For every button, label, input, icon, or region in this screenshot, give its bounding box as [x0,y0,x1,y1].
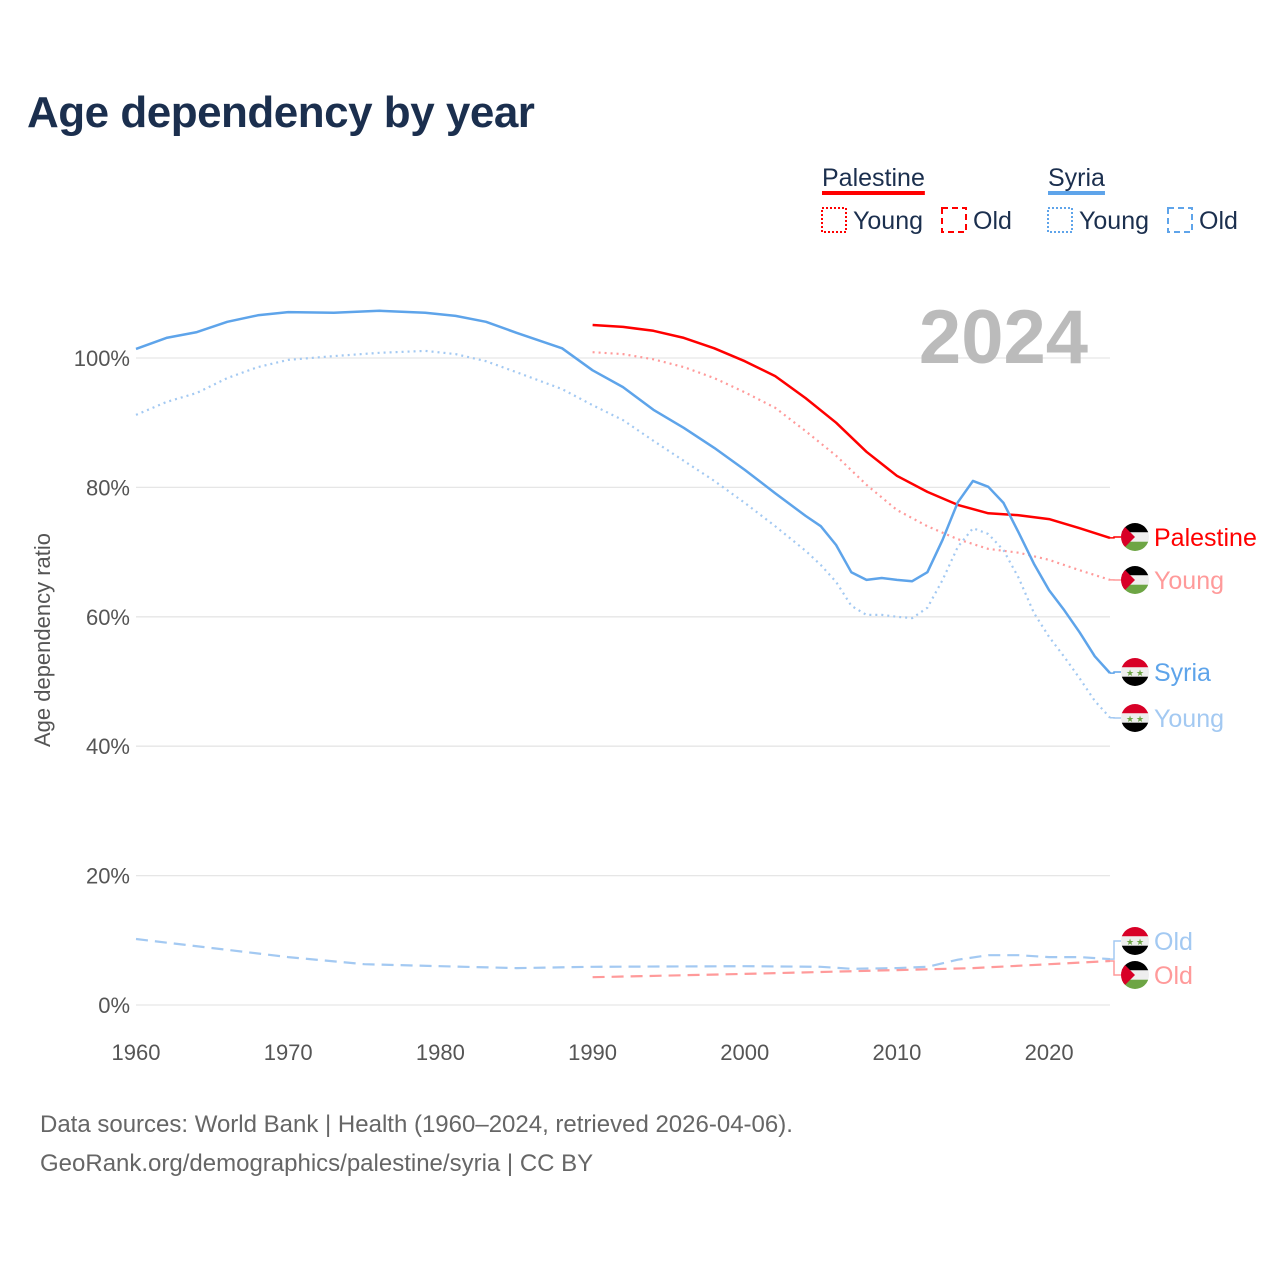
end-label-syria: ★ ★ Syria [1110,658,1211,687]
legend-young: Young [1079,207,1149,235]
footer: Data sources: World Bank | Health (1960–… [40,1105,793,1183]
series-line-palestine-old [592,959,1111,979]
y-tick-label: 20% [86,864,130,889]
leader-line [1110,960,1121,976]
year-watermark: 2024 [919,295,1088,380]
series-line-syria-old [135,937,1111,970]
svg-text:★: ★ [1136,668,1144,678]
end-label-palestine: Palestine [1110,523,1257,552]
syria-flag-icon: ★ ★ [1121,658,1149,686]
legend-underline [822,191,925,195]
dotted-swatch-icon [821,207,847,233]
leader-line [1110,940,1121,960]
legend-old: Old [973,207,1012,235]
series-line-palestine-young [592,351,1111,581]
dashed-swatch-icon [941,207,967,233]
x-tick-label: 1990 [568,1040,617,1065]
series-line-syria-young [135,349,1111,719]
x-ticks: 1960 1970 1980 1990 2000 2010 2020 [112,1040,1074,1065]
gridlines [136,357,1110,1006]
series-line-syria [135,309,1111,674]
legend-country: Palestine [822,164,925,192]
end-label-text: Young [1154,705,1224,733]
x-tick-label: 2000 [720,1040,769,1065]
legend-old: Old [1199,207,1238,235]
y-axis-label: Age dependency ratio [30,533,55,747]
end-label-palestine-old: Old [1110,960,1193,990]
y-tick-label: 80% [86,475,130,500]
dotted-swatch-icon [1047,207,1073,233]
end-label-text: Old [1154,928,1193,956]
end-label-text: Old [1154,962,1193,990]
svg-text:★: ★ [1136,937,1144,947]
series-lines [135,309,1111,979]
end-label-syria-old: ★ ★ Old [1110,927,1193,960]
footer-link[interactable]: GeoRank.org/demographics/palestine/syria… [40,1150,594,1177]
dashed-swatch-icon [1167,207,1193,233]
svg-text:★: ★ [1126,668,1134,678]
palestine-flag-icon [1121,523,1149,551]
x-tick-label: 2020 [1025,1040,1074,1065]
syria-flag-icon: ★ ★ [1121,927,1149,955]
syria-flag-icon: ★ ★ [1121,704,1149,732]
x-tick-label: 1970 [264,1040,313,1065]
legend-young: Young [853,207,923,235]
svg-text:★: ★ [1126,937,1134,947]
end-label-text: Palestine [1154,524,1257,552]
palestine-flag-icon [1121,961,1149,989]
palestine-flag-icon [1121,566,1149,594]
end-label-palestine-young: Young [1110,566,1224,595]
leader-line [1110,671,1121,674]
y-tick-label: 40% [86,734,130,759]
end-label-text: Young [1154,567,1224,595]
x-tick-label: 1960 [112,1040,161,1065]
legend-group-syria: Syria Young Old [1047,164,1238,235]
leader-line [1110,536,1121,539]
svg-text:★: ★ [1136,714,1144,724]
end-label-syria-young: ★ ★ Young [1110,704,1224,733]
chart-title: Age dependency by year [27,88,535,137]
legend-group-palestine: Palestine Young Old [821,164,1012,235]
legend: Palestine Young Old Syria Young Old [821,164,1238,235]
x-tick-label: 2010 [872,1040,921,1065]
legend-underline [1048,191,1105,195]
x-tick-label: 1980 [416,1040,465,1065]
end-label-text: Syria [1154,659,1211,687]
y-ticks: 0% 20% 40% 60% 80% 100% [74,346,130,1018]
series-line-palestine [592,323,1111,540]
y-tick-label: 0% [98,993,130,1018]
legend-country: Syria [1048,164,1105,192]
svg-text:★: ★ [1126,714,1134,724]
y-tick-label: 60% [86,605,130,630]
footer-source: Data sources: World Bank | Health (1960–… [40,1111,793,1138]
y-tick-label: 100% [74,346,130,371]
